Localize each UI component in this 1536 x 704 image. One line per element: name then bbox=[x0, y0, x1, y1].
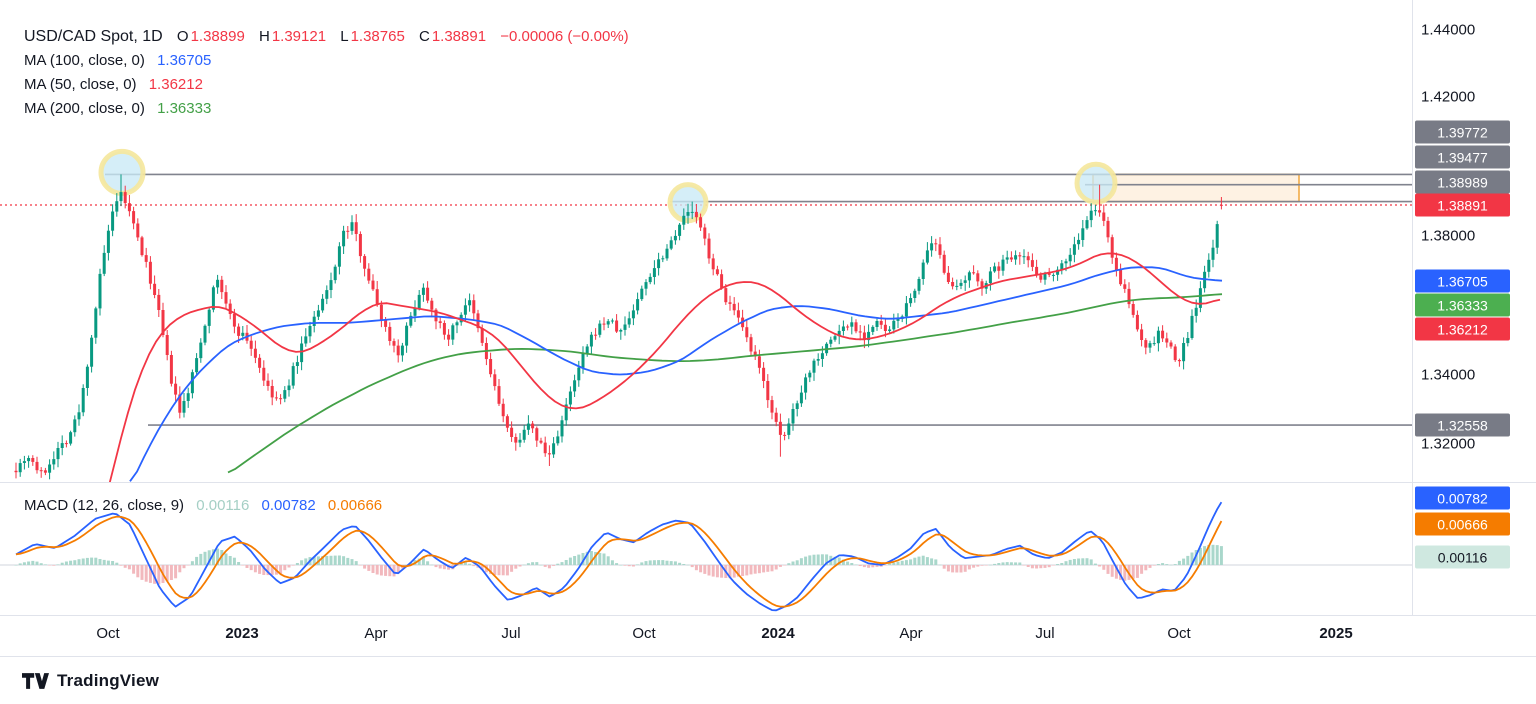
pane-separator bbox=[0, 482, 1536, 483]
time-axis-label: Oct bbox=[1167, 625, 1191, 642]
time-axis-label: 2023 bbox=[225, 625, 259, 642]
macd-line bbox=[15, 501, 1223, 612]
ma-200-label: MA (200, close, 0) bbox=[24, 100, 145, 117]
axis-separator bbox=[1412, 0, 1413, 656]
candlestick-series bbox=[14, 174, 1223, 480]
ma-200-value: 1.36333 bbox=[157, 100, 212, 117]
main-legend: USD/CAD Spot, 1D O 1.38899 H 1.39121 L 1.38… bbox=[24, 26, 629, 122]
chart-plot-area[interactable] bbox=[0, 0, 1412, 656]
price-axis-label: 1.44000 bbox=[1421, 21, 1476, 39]
macd-signal-value: 0.00666 bbox=[327, 497, 383, 514]
ohlc-close-value: 1.38891 bbox=[431, 28, 487, 45]
price-badge: 1.39477 bbox=[1415, 145, 1510, 169]
symbol-row[interactable]: USD/CAD Spot, 1D O 1.38899 H 1.39121 L 1.38… bbox=[24, 26, 629, 48]
price-badge: 1.38891 bbox=[1415, 193, 1510, 217]
ma-100-row[interactable]: MA (100, close, 0) 1.36705 bbox=[24, 50, 629, 72]
macd-histogram-value: 0.00116 bbox=[196, 497, 250, 514]
ohlc-open-value: 1.38899 bbox=[190, 28, 245, 45]
ma-50-row[interactable]: MA (50, close, 0) 1.36212 bbox=[24, 74, 629, 96]
timeaxis-separator bbox=[0, 615, 1536, 616]
price-badge: 0.00116 bbox=[1415, 545, 1510, 569]
time-axis-label: 2024 bbox=[761, 625, 795, 642]
time-axis[interactable]: Oct 2023 Apr Jul Oct 2024 Apr Jul Oct 2025 bbox=[0, 616, 1536, 656]
ohlc-open-label: O bbox=[176, 28, 189, 45]
highlight-circle bbox=[98, 148, 146, 196]
time-axis-label: 2025 bbox=[1319, 625, 1353, 642]
ma-200-line bbox=[227, 293, 1223, 474]
price-axis-label: 1.38000 bbox=[1421, 227, 1476, 245]
price-badge: 0.00782 bbox=[1415, 486, 1510, 510]
highlight-circle bbox=[1074, 161, 1118, 205]
price-axis[interactable]: 1.44000 1.42000 1.38000 1.34000 1.32000 1.397… bbox=[1413, 0, 1536, 615]
time-axis-label: Apr bbox=[364, 625, 388, 642]
ohlc-high-value: 1.39121 bbox=[271, 28, 327, 45]
footer-separator bbox=[0, 656, 1536, 657]
ma-100-value: 1.36705 bbox=[157, 52, 212, 69]
ma-50-label: MA (50, close, 0) bbox=[24, 76, 137, 93]
macd-legend-row[interactable]: MACD (12, 26, close, 9) 0.00116 0.00782 … bbox=[24, 495, 382, 517]
symbol-title[interactable]: USD/CAD Spot, 1D bbox=[24, 28, 163, 45]
ma-50-line bbox=[108, 252, 1221, 482]
ohlc-low-label: L bbox=[340, 28, 349, 45]
price-badge: 1.36333 bbox=[1415, 293, 1510, 317]
ohlc-close-label: C bbox=[418, 28, 430, 45]
time-axis-label: Jul bbox=[501, 625, 521, 642]
macd-pane-graphics bbox=[0, 501, 1412, 612]
change-value: −0.00006 (−0.00%) bbox=[500, 28, 629, 45]
price-axis-label: 1.34000 bbox=[1421, 366, 1476, 384]
price-badge: 1.36212 bbox=[1415, 317, 1510, 341]
footer: TradingView bbox=[0, 657, 1536, 704]
chart-svg[interactable] bbox=[0, 0, 1412, 656]
macd-legend-label: MACD (12, 26, close, 9) bbox=[24, 497, 185, 514]
time-axis-label: Jul bbox=[1035, 625, 1055, 642]
price-badge: 1.39772 bbox=[1415, 120, 1510, 144]
price-badge: 1.36705 bbox=[1415, 269, 1510, 293]
ma-200-row[interactable]: MA (200, close, 0) 1.36333 bbox=[24, 98, 629, 120]
price-badge: 1.32558 bbox=[1415, 413, 1510, 437]
ohlc-low-value: 1.38765 bbox=[350, 28, 405, 45]
price-axis-label: 1.32000 bbox=[1421, 435, 1476, 453]
price-badge: 0.00666 bbox=[1415, 512, 1510, 536]
supply-zone bbox=[1092, 173, 1300, 203]
price-badge: 1.38989 bbox=[1415, 170, 1510, 194]
time-axis-label: Apr bbox=[899, 625, 923, 642]
brand-name[interactable]: TradingView bbox=[57, 670, 160, 690]
time-axis-label: Oct bbox=[96, 625, 120, 642]
tradingview-logo-icon[interactable] bbox=[22, 672, 49, 690]
price-axis-label: 1.42000 bbox=[1421, 88, 1476, 106]
ma-100-line bbox=[129, 266, 1223, 482]
macd-line-value: 0.00782 bbox=[261, 497, 316, 514]
ma-50-value: 1.36212 bbox=[148, 76, 203, 93]
macd-signal-line bbox=[15, 515, 1223, 608]
main-pane-graphics bbox=[0, 148, 1412, 482]
ohlc-high-label: H bbox=[258, 28, 270, 45]
time-axis-label: Oct bbox=[632, 625, 656, 642]
ma-100-label: MA (100, close, 0) bbox=[24, 52, 145, 69]
